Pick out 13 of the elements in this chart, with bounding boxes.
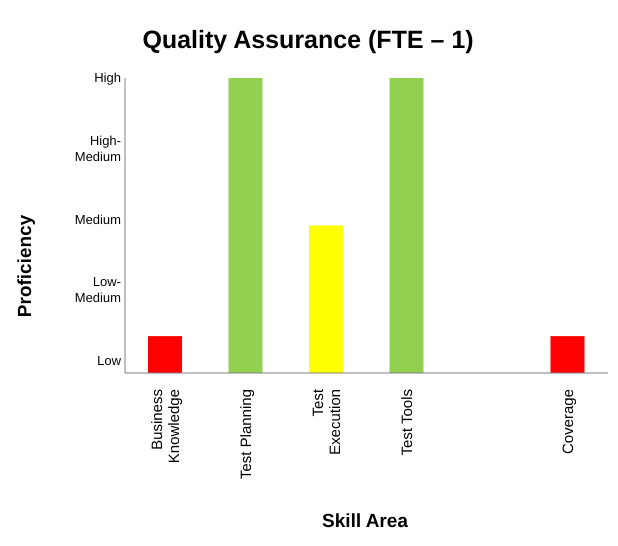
x-tick-label: Test Execution [310,388,344,455]
x-tick-label: Test Tools [398,389,416,456]
text: High-Medium [74,132,121,165]
text: Medium [74,212,121,228]
text: Low [97,353,121,369]
x-tick-label: Coverage [560,389,577,454]
text: High [94,70,121,86]
y-axis-title: Proficiency [15,214,37,318]
x-tick-label: Business Knowledge [148,389,183,464]
x-tick-label: Test Planning [238,389,255,480]
text: Low-Medium [74,274,121,306]
x-axis-title: Skill Area [321,511,409,533]
chart-title: Quality Assurance (FTE – 1) [141,26,475,55]
